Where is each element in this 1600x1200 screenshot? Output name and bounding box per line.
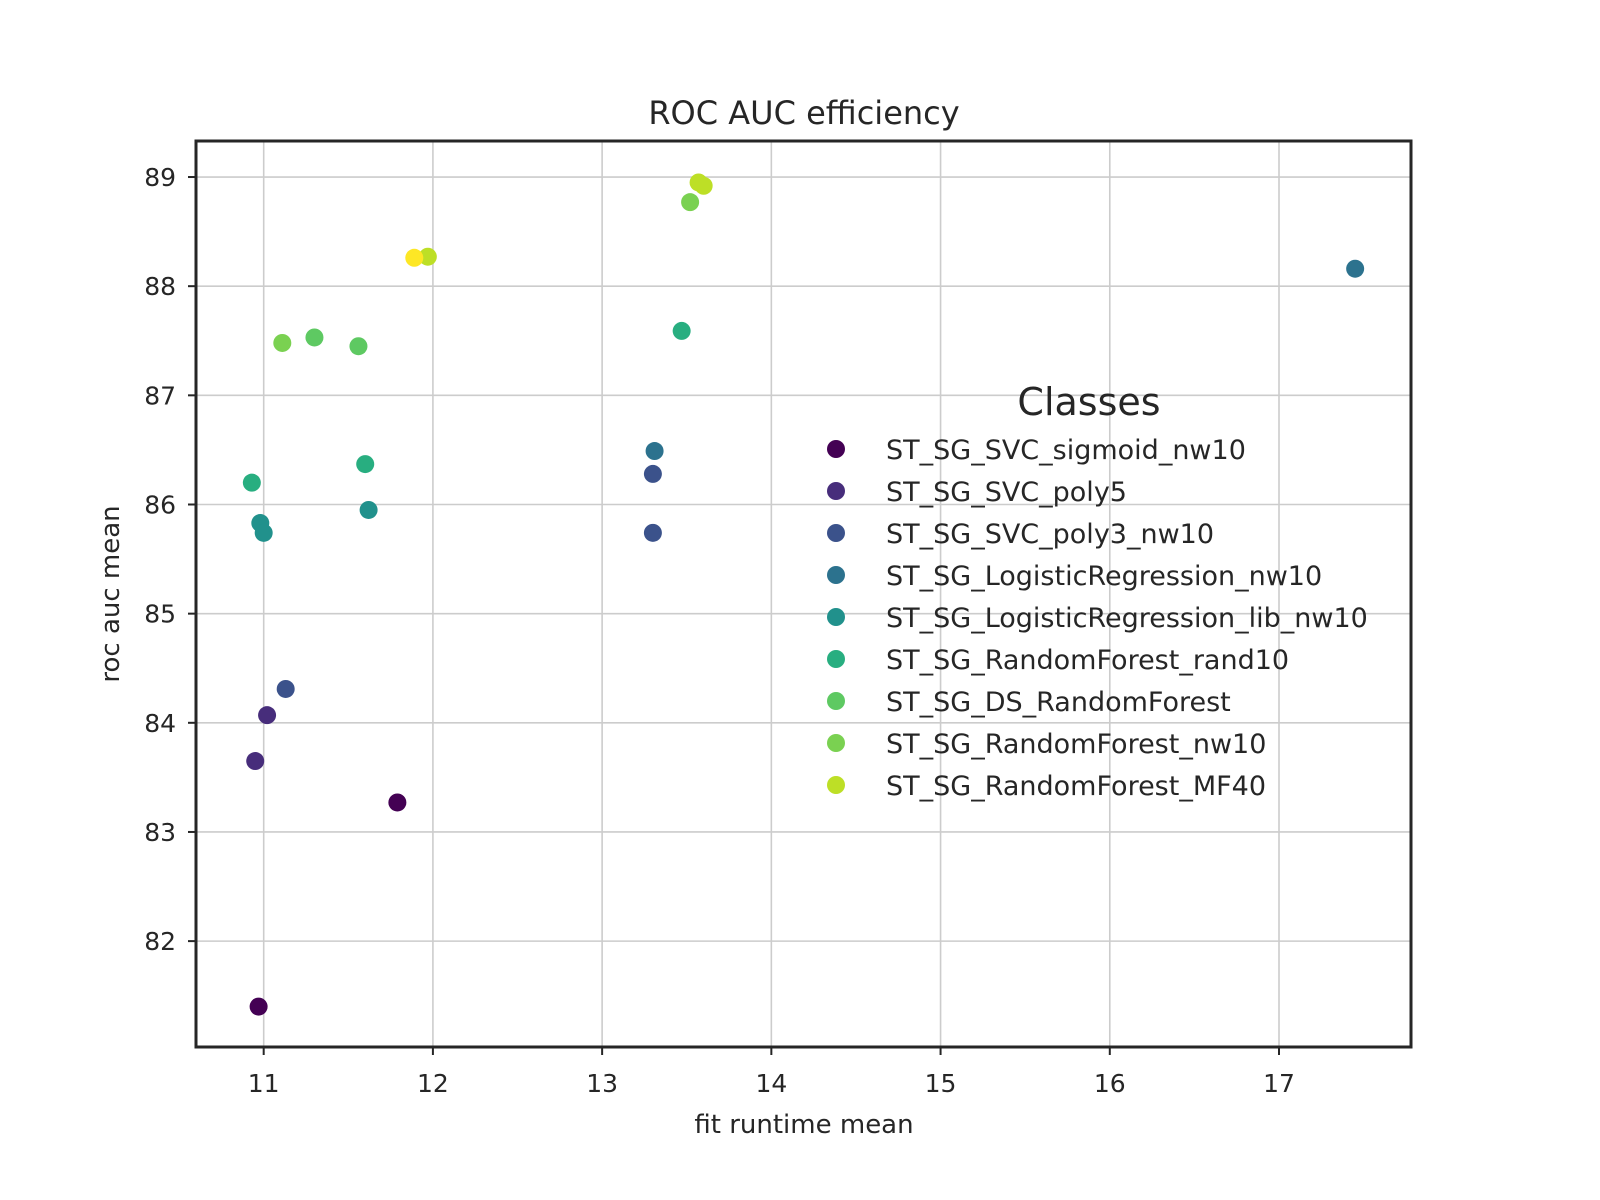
data-point (672, 321, 691, 340)
legend-label: ST_SG_RandomForest_rand10 (886, 645, 1289, 676)
legend-label: ST_SG_LogisticRegression_lib_nw10 (886, 603, 1368, 634)
data-point (356, 455, 375, 474)
legend-label: ST_SG_SVC_sigmoid_nw10 (886, 435, 1246, 466)
x-tick-label: 13 (586, 1069, 618, 1098)
y-tick-label: 87 (144, 381, 176, 410)
data-point (246, 752, 265, 771)
legend-label: ST_SG_RandomForest_nw10 (886, 729, 1266, 760)
y-tick-label: 83 (144, 818, 176, 847)
x-tick-label: 16 (1094, 1069, 1126, 1098)
y-axis-ticks: 82 83 84 85 86 87 88 89 (144, 163, 196, 956)
legend-marker (827, 524, 845, 542)
y-tick-label: 85 (144, 600, 176, 629)
x-tick-label: 14 (755, 1069, 787, 1098)
legend-label: ST_SG_RandomForest_MF40 (886, 771, 1266, 802)
chart-title: ROC AUC efficiency (648, 94, 959, 132)
data-point (645, 442, 664, 461)
legend-marker (827, 440, 845, 458)
data-point (388, 793, 407, 812)
data-point (305, 328, 324, 347)
plot-frame (194, 139, 1413, 1049)
data-point (418, 247, 437, 266)
data-point (1346, 259, 1365, 278)
data-point (694, 176, 713, 195)
data-point (258, 706, 277, 725)
data-point (242, 473, 261, 492)
data-point (643, 523, 662, 542)
legend-label: ST_SG_SVC_poly3_nw10 (886, 519, 1214, 550)
legend-marker (827, 734, 845, 752)
y-axis-label: roc auc mean (96, 505, 126, 682)
legend-marker (827, 776, 845, 794)
y-tick-label: 89 (144, 163, 176, 192)
data-point (249, 997, 268, 1016)
y-tick-label: 86 (144, 490, 176, 519)
legend-title: Classes (1017, 380, 1160, 424)
legend-marker (827, 482, 845, 500)
x-tick-label: 12 (417, 1069, 449, 1098)
x-tick-label: 15 (925, 1069, 957, 1098)
y-tick-label: 84 (144, 709, 176, 738)
x-tick-label: 17 (1263, 1069, 1295, 1098)
legend-marker (827, 608, 845, 626)
y-tick-label: 88 (144, 272, 176, 301)
data-point (349, 337, 368, 356)
y-tick-label: 82 (144, 927, 176, 956)
legend-label: ST_SG_DS_RandomForest (886, 687, 1231, 718)
data-point (276, 679, 295, 698)
legend: Classes ST_SG_SVC_sigmoid_nw10 ST_SG_SVC_… (827, 380, 1368, 802)
data-point (273, 333, 292, 352)
legend-marker (827, 692, 845, 710)
data-point (254, 523, 273, 542)
data-point (359, 500, 378, 519)
legend-marker (827, 650, 845, 668)
data-point (681, 193, 700, 212)
legend-marker (827, 566, 845, 584)
data-point (643, 464, 662, 483)
x-tick-label: 11 (248, 1069, 280, 1098)
gridlines (196, 141, 1411, 1047)
x-axis-ticks: 11 12 13 14 15 16 17 (248, 1047, 1295, 1098)
legend-label: ST_SG_LogisticRegression_nw10 (886, 561, 1322, 592)
data-point (405, 248, 424, 267)
data-points (242, 173, 1365, 1016)
legend-label: ST_SG_SVC_poly5 (886, 477, 1127, 508)
x-axis-label: fit runtime mean (694, 1110, 913, 1140)
